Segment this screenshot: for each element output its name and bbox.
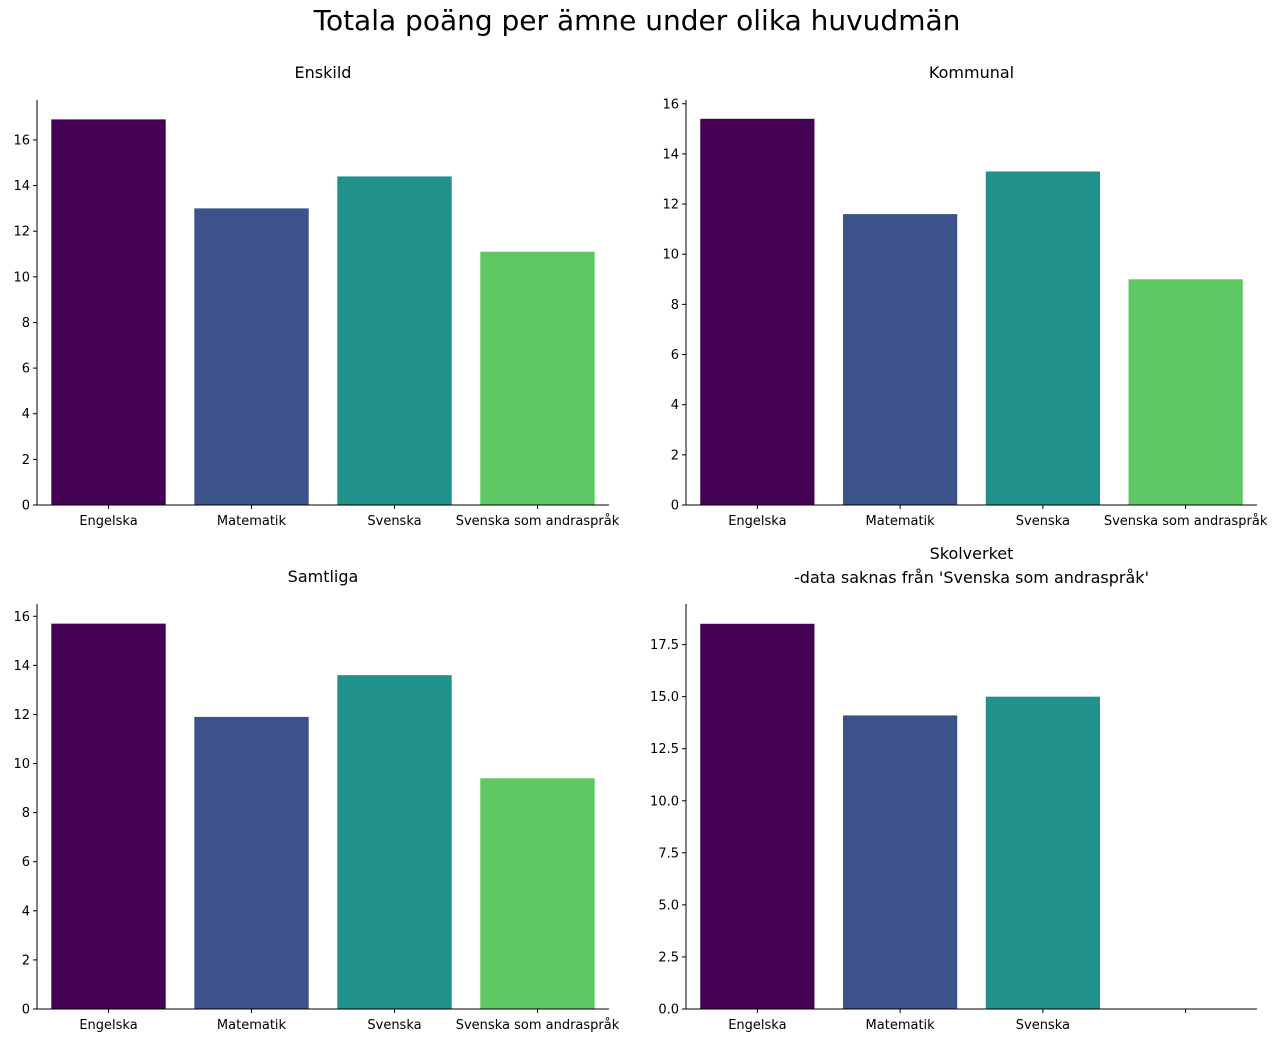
y-tick-label: 4 — [671, 398, 679, 413]
y-tick-label: 10 — [662, 248, 679, 263]
y-tick-label: 8 — [671, 298, 679, 313]
bar-matematik — [194, 716, 309, 1009]
y-tick-label: 8 — [22, 316, 30, 331]
x-tick-label: Engelska — [79, 514, 137, 529]
bar-svenska — [337, 675, 452, 1009]
bar-svenska-som-andraspr-k — [1128, 279, 1243, 505]
x-tick-label: Engelska — [79, 1018, 137, 1033]
bar-matematik — [843, 715, 958, 1009]
chart-panel-4: Skolverket -data saknas från 'Svenska som… — [650, 544, 1257, 1033]
chart-title-line: Samtliga — [288, 567, 359, 586]
y-tick-label: 2.5 — [658, 950, 679, 965]
y-tick-label: 5.0 — [658, 898, 679, 913]
x-tick-label: Svenska — [1016, 514, 1070, 529]
bar-svenska — [985, 696, 1100, 1009]
y-tick-label: 0 — [22, 1003, 30, 1018]
x-tick-label: Svenska som andraspråk — [1104, 514, 1268, 529]
chart-panel-1: Enskild 0 2 4 6 8 10 12 14 16 Engelska Matematik Sve… — [13, 63, 619, 529]
chart-panel-3: Samtliga 0 2 4 6 8 10 12 14 16 Engelska Matematik Sv… — [13, 567, 619, 1033]
chart-title-line: Kommunal — [929, 63, 1014, 82]
y-tick-label: 10 — [13, 270, 30, 285]
chart-title-line: -data saknas från 'Svenska som andrasprå… — [794, 568, 1149, 587]
chart-panel-2: Kommunal 0 2 4 6 8 10 12 14 16 Engelska Matematik Sv… — [662, 63, 1267, 529]
y-tick-label: 10 — [13, 757, 30, 772]
bar-matematik — [194, 208, 309, 505]
x-tick-label: Svenska — [367, 514, 421, 529]
y-tick-label: 17.5 — [650, 638, 679, 653]
bar-engelska — [700, 118, 815, 506]
y-tick-label: 4 — [22, 904, 30, 919]
y-tick-label: 4 — [22, 407, 30, 422]
y-tick-label: 14 — [13, 659, 30, 674]
y-tick-label: 6 — [22, 362, 30, 377]
x-tick-label: Matematik — [217, 514, 287, 529]
y-tick-label: 16 — [13, 133, 30, 148]
figure-suptitle: Totala poäng per ämne under olika huvudm… — [313, 4, 961, 37]
bar-svenska — [337, 176, 452, 505]
y-tick-label: 2 — [671, 448, 679, 463]
x-tick-label: Matematik — [217, 1018, 287, 1033]
chart-title-line: Skolverket — [930, 544, 1014, 563]
y-tick-label: 2 — [22, 453, 30, 468]
x-tick-label: Svenska som andraspråk — [456, 1018, 620, 1033]
y-tick-label: 10.0 — [650, 794, 679, 809]
x-tick-label: Svenska som andraspråk — [456, 514, 620, 529]
y-tick-label: 0.0 — [658, 1003, 679, 1018]
y-tick-label: 6 — [22, 855, 30, 870]
y-tick-label: 16 — [662, 97, 679, 112]
y-tick-label: 16 — [13, 610, 30, 625]
y-tick-label: 6 — [671, 348, 679, 363]
y-tick-label: 12 — [13, 225, 30, 240]
bar-svenska — [985, 171, 1100, 505]
x-tick-label: Engelska — [728, 1018, 786, 1033]
bar-engelska — [700, 623, 815, 1009]
y-tick-label: 14 — [13, 179, 30, 194]
y-tick-label: 0 — [22, 499, 30, 514]
bar-svenska-som-andraspr-k — [480, 778, 595, 1009]
y-tick-label: 15.0 — [650, 690, 679, 705]
x-tick-label: Engelska — [728, 514, 786, 529]
y-tick-label: 12 — [662, 198, 679, 213]
y-tick-label: 14 — [662, 147, 679, 162]
x-tick-label: Svenska — [1016, 1018, 1070, 1033]
x-tick-label: Svenska — [367, 1018, 421, 1033]
bar-engelska — [51, 119, 166, 506]
x-tick-label: Matematik — [866, 1018, 936, 1033]
y-tick-label: 7.5 — [658, 846, 679, 861]
chart-title-line: Enskild — [295, 63, 352, 82]
y-tick-label: 8 — [22, 806, 30, 821]
bar-matematik — [843, 214, 958, 505]
y-tick-label: 12 — [13, 708, 30, 723]
y-tick-label: 0 — [671, 499, 679, 514]
x-tick-label: Matematik — [866, 514, 936, 529]
bar-engelska — [51, 623, 166, 1009]
y-tick-label: 2 — [22, 953, 30, 968]
bar-svenska-som-andraspr-k — [480, 251, 595, 505]
y-tick-label: 12.5 — [650, 742, 679, 757]
